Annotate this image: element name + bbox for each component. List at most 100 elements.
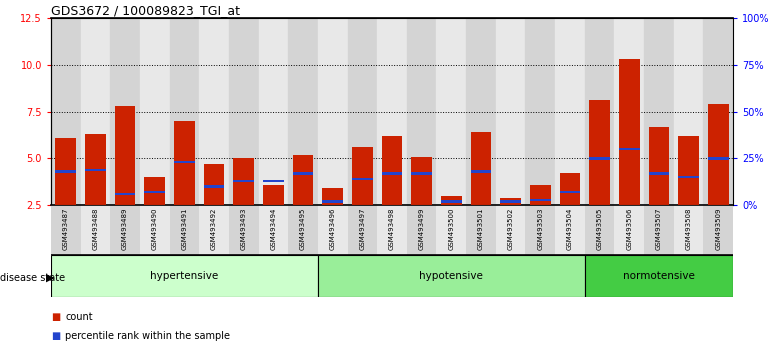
Bar bbox=[441, 200, 462, 203]
Bar bbox=[530, 199, 550, 201]
Bar bbox=[229, 18, 259, 205]
Bar bbox=[144, 177, 165, 205]
Text: GDS3672 / 100089823_TGI_at: GDS3672 / 100089823_TGI_at bbox=[51, 4, 240, 17]
Bar bbox=[140, 205, 169, 255]
Bar bbox=[199, 205, 229, 255]
Bar bbox=[111, 18, 140, 205]
Bar bbox=[204, 185, 224, 188]
Bar bbox=[111, 205, 140, 255]
Text: percentile rank within the sample: percentile rank within the sample bbox=[65, 331, 230, 341]
Bar bbox=[85, 134, 106, 205]
Bar bbox=[81, 18, 111, 205]
Bar bbox=[352, 147, 372, 205]
Bar bbox=[678, 176, 699, 178]
Bar bbox=[585, 205, 615, 255]
Bar bbox=[174, 121, 194, 205]
Bar bbox=[81, 205, 111, 255]
Bar bbox=[470, 132, 492, 205]
Bar bbox=[322, 200, 343, 203]
Bar bbox=[144, 191, 165, 193]
Bar bbox=[259, 205, 289, 255]
Bar bbox=[318, 18, 347, 205]
Bar bbox=[263, 185, 284, 205]
Bar bbox=[703, 18, 733, 205]
Bar bbox=[347, 205, 377, 255]
Text: GSM493488: GSM493488 bbox=[93, 208, 99, 250]
Bar bbox=[615, 18, 644, 205]
Text: disease state: disease state bbox=[0, 273, 65, 283]
Bar bbox=[259, 18, 289, 205]
Bar bbox=[615, 205, 644, 255]
Bar bbox=[708, 104, 728, 205]
Bar bbox=[377, 205, 407, 255]
Bar bbox=[441, 196, 462, 205]
Bar bbox=[51, 205, 81, 255]
Text: GSM493496: GSM493496 bbox=[330, 208, 336, 250]
Bar bbox=[199, 18, 229, 205]
Bar bbox=[437, 205, 466, 255]
Bar bbox=[322, 188, 343, 205]
Bar bbox=[382, 136, 402, 205]
Text: GSM493494: GSM493494 bbox=[270, 208, 277, 250]
Bar bbox=[708, 157, 728, 160]
Text: GSM493497: GSM493497 bbox=[359, 208, 365, 250]
Bar bbox=[234, 180, 254, 182]
Bar bbox=[560, 173, 580, 205]
Text: GSM493498: GSM493498 bbox=[389, 208, 395, 250]
Text: GSM493507: GSM493507 bbox=[656, 208, 662, 250]
Bar bbox=[85, 169, 106, 171]
Bar bbox=[466, 18, 495, 205]
Bar bbox=[500, 198, 521, 205]
Bar bbox=[114, 193, 136, 195]
Text: GSM493487: GSM493487 bbox=[63, 208, 69, 250]
Bar bbox=[56, 170, 76, 173]
Bar bbox=[644, 205, 673, 255]
Bar bbox=[495, 205, 525, 255]
Bar bbox=[555, 205, 585, 255]
Bar bbox=[51, 255, 318, 297]
Bar bbox=[590, 100, 610, 205]
Bar bbox=[51, 18, 81, 205]
Text: GSM493504: GSM493504 bbox=[567, 208, 573, 250]
Bar bbox=[204, 164, 224, 205]
Text: GSM493491: GSM493491 bbox=[181, 208, 187, 250]
Bar bbox=[495, 18, 525, 205]
Bar bbox=[292, 172, 314, 175]
Bar bbox=[585, 18, 615, 205]
Text: GSM493502: GSM493502 bbox=[507, 208, 514, 250]
Bar bbox=[644, 18, 673, 205]
Bar bbox=[678, 136, 699, 205]
Text: GSM493501: GSM493501 bbox=[478, 208, 484, 250]
Bar bbox=[140, 18, 169, 205]
Bar bbox=[377, 18, 407, 205]
Bar bbox=[229, 205, 259, 255]
Bar bbox=[525, 18, 555, 205]
Bar bbox=[169, 205, 199, 255]
Text: normotensive: normotensive bbox=[623, 271, 695, 281]
Bar bbox=[470, 170, 492, 173]
Bar bbox=[318, 205, 347, 255]
Bar bbox=[169, 18, 199, 205]
Bar bbox=[437, 18, 466, 205]
Bar bbox=[347, 18, 377, 205]
Text: GSM493489: GSM493489 bbox=[122, 208, 128, 250]
Bar bbox=[585, 255, 733, 297]
Text: ■: ■ bbox=[51, 312, 60, 322]
Bar bbox=[174, 161, 194, 163]
Bar bbox=[648, 172, 670, 175]
Bar bbox=[289, 205, 318, 255]
Text: GSM493509: GSM493509 bbox=[715, 208, 721, 250]
Bar bbox=[530, 185, 550, 205]
Bar bbox=[673, 18, 703, 205]
Text: GSM493506: GSM493506 bbox=[626, 208, 632, 250]
Bar bbox=[555, 18, 585, 205]
Bar bbox=[352, 178, 372, 180]
Bar bbox=[673, 205, 703, 255]
Bar bbox=[263, 180, 284, 182]
Bar bbox=[56, 138, 76, 205]
Bar bbox=[407, 18, 437, 205]
Text: ■: ■ bbox=[51, 331, 60, 341]
Bar bbox=[619, 148, 640, 150]
Text: GSM493508: GSM493508 bbox=[685, 208, 691, 250]
Text: hypertensive: hypertensive bbox=[151, 271, 219, 281]
